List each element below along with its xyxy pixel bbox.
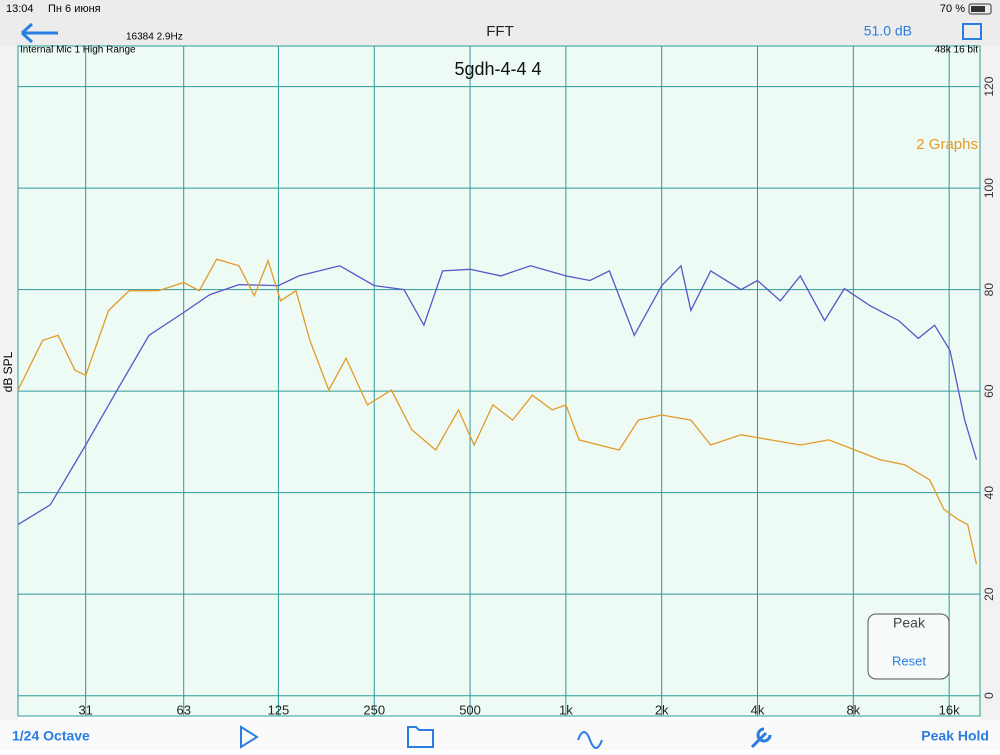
toolbar-title: FFT — [486, 23, 514, 40]
x-tick-label: 31 — [78, 702, 92, 717]
x-tick-label: 8k — [846, 702, 860, 717]
wave-button[interactable] — [577, 731, 603, 749]
bottom-bar — [0, 720, 1000, 750]
battery-level — [971, 6, 985, 12]
y-tick-label: 60 — [982, 384, 996, 398]
resolution-button[interactable]: 1/24 Octave — [12, 728, 90, 744]
back-button[interactable] — [20, 22, 58, 44]
y-tick-label: 0 — [982, 692, 996, 699]
x-tick-label: 4k — [751, 702, 765, 717]
chart-title: 5gdh-4-4 4 — [454, 59, 541, 79]
right-margin — [980, 46, 1000, 720]
peak-hold-button[interactable]: Peak Hold — [921, 728, 989, 744]
format-info: 48k 16 bit — [935, 45, 979, 56]
plot-bg — [18, 46, 980, 716]
status-date: Пн 6 июня — [48, 3, 101, 15]
settings-button[interactable] — [750, 727, 772, 749]
y-tick-label: 40 — [982, 486, 996, 500]
y-tick-label: 100 — [982, 178, 996, 198]
status-time: 13:04 — [6, 3, 34, 15]
x-tick-label: 125 — [268, 702, 290, 717]
x-tick-label: 2k — [655, 702, 669, 717]
x-tick-label: 250 — [363, 702, 385, 717]
left-margin — [0, 46, 18, 720]
peak-panel — [867, 613, 950, 680]
battery-icon — [968, 3, 992, 15]
x-tick-label: 1k — [559, 702, 573, 717]
y-tick-label: 20 — [982, 587, 996, 601]
x-tick-label: 63 — [176, 702, 190, 717]
x-tick-label: 500 — [459, 702, 481, 717]
series-line — [17, 258, 978, 565]
annotation: 2 Graphs — [916, 136, 978, 153]
series-line — [17, 264, 978, 526]
x-tick-label: 16k — [939, 702, 960, 717]
y-tick-label: 80 — [982, 283, 996, 297]
play-button[interactable] — [240, 725, 259, 749]
peak-title: Peak — [893, 615, 926, 631]
y-tick-label: 120 — [982, 76, 996, 96]
fft-info: 16384 2.9Hz — [126, 32, 183, 43]
image-button[interactable] — [962, 23, 982, 40]
status-battery: 70 % — [940, 3, 965, 15]
top-bar-bg — [0, 0, 1000, 46]
input-info: Internal Mic 1 High Range — [20, 45, 136, 56]
level-readout[interactable]: 51.0 dB — [864, 23, 912, 39]
folder-button[interactable] — [407, 726, 434, 748]
reset-button[interactable]: Reset — [892, 653, 926, 668]
plot-frame — [17, 45, 981, 717]
y-axis-label: dB SPL — [1, 351, 15, 392]
